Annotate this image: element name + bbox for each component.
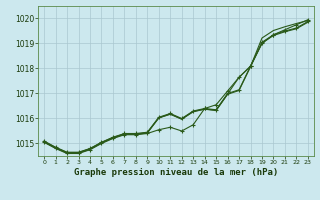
X-axis label: Graphe pression niveau de la mer (hPa): Graphe pression niveau de la mer (hPa) xyxy=(74,168,278,177)
